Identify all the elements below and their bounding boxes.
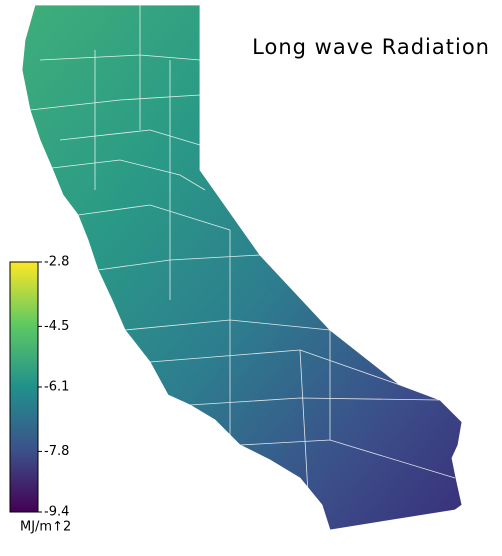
colorbar [9, 261, 39, 513]
colorbar-label: MJ/m↑2 [20, 520, 71, 535]
colorbar-tick-label: -9.4 [44, 505, 69, 520]
colorbar-tick-label: -2.8 [44, 255, 69, 270]
map-title: Long wave Radiation [252, 35, 490, 59]
colorbar-tick-label: -6.1 [44, 380, 69, 395]
colorbar-tick-label: -4.5 [44, 319, 69, 334]
county-lines [29, 5, 456, 531]
california-outline [21, 4, 463, 531]
colorbar-tick-label: -7.8 [44, 444, 69, 459]
